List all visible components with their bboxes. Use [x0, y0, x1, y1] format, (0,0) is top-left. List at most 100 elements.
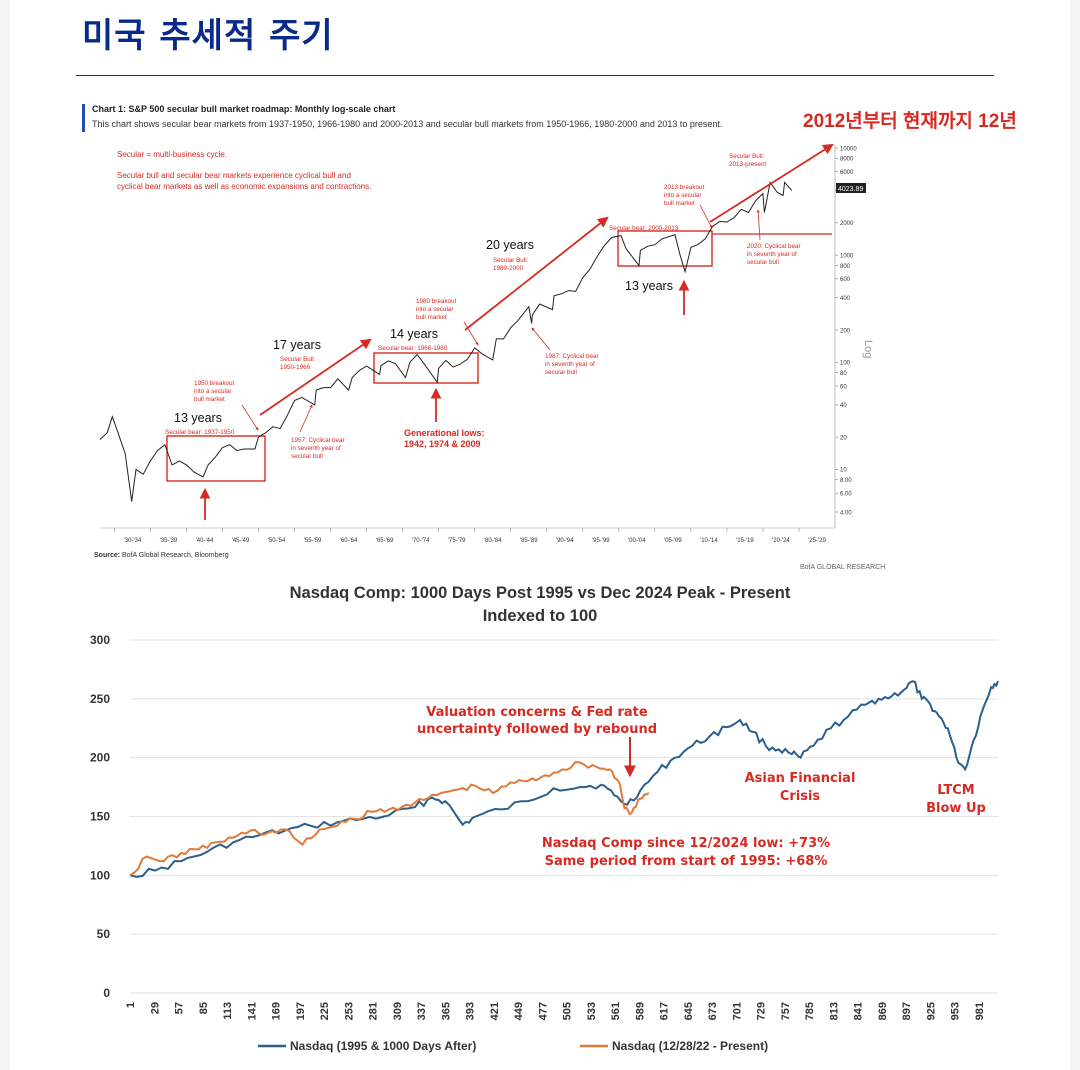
chart1-x-tick-label: '10-'14: [700, 538, 718, 544]
label-1980-c: bull market: [416, 314, 447, 321]
chart1-x-tick-label: '70-'74: [412, 538, 430, 544]
chart2-x-tick-label: 225: [319, 1002, 331, 1020]
annotation-valuation-2: uncertainty followed by rebound: [417, 722, 657, 737]
chart2-x-tick-label: 281: [368, 1002, 380, 1020]
chart2-x-tick-label: 309: [392, 1002, 404, 1020]
annotation-asian-1: Asian Financial: [745, 771, 856, 786]
label-bull2-a: Secular Bull:: [493, 257, 529, 264]
label-17-years: 17 years: [273, 338, 321, 352]
chart1-brand: BofA GLOBAL RESEARCH: [800, 564, 886, 571]
chart1-y-tick-label: 40: [840, 403, 847, 409]
label-2013-b: into a secular: [664, 192, 701, 199]
chart2-y-tick-label: 250: [90, 692, 110, 706]
chart2-x-tick-label: 365: [440, 1002, 452, 1020]
label-2020-a: 2020: Cyclical bear: [747, 243, 801, 250]
label-14-years: 14 years: [390, 327, 438, 341]
chart1-y-tick-label: 2000: [840, 221, 854, 227]
source-text: BofA Global Research, Bloomberg: [122, 552, 229, 559]
chart1-y-tick-label: 10: [840, 468, 847, 474]
chart1-accent-bar: [82, 104, 85, 132]
chart2-x-tick-label: 197: [295, 1002, 307, 1020]
chart2-x-tick-label: 785: [804, 1002, 816, 1020]
chart2-x-tick-label: 393: [465, 1002, 477, 1020]
label-bull1-a: Secular Bull:: [280, 356, 316, 363]
label-bear-2: Secular bear: 1966-1980: [378, 345, 448, 352]
chart1-x-tick-label: '95-'99: [592, 538, 610, 544]
label-20-years: 20 years: [486, 238, 534, 252]
chart1-y-tick-label: 6.00: [840, 491, 852, 497]
chart1-callout: 2012년부터 현재까지 12년: [803, 111, 1017, 132]
chart1-y-tick-label: 8000: [840, 157, 854, 163]
nasdaq-2022-series-line: [129, 761, 650, 877]
chart2-x-tick-label: 897: [901, 1002, 913, 1020]
chart1-x-tick-label: '55-'59: [304, 538, 322, 544]
label-13-years-a: 13 years: [174, 411, 222, 425]
chart2-x-tick-label: 85: [198, 1002, 210, 1014]
chart2-x-tick-label: 1: [125, 1002, 137, 1008]
annotation-asian-2: Crisis: [780, 789, 821, 804]
chart2-x-tick-label: 981: [974, 1002, 986, 1020]
label-13-years-b: 13 years: [625, 279, 673, 293]
chart1-x-tick-label: '40-'44: [196, 538, 214, 544]
chart2-title-line2: Indexed to 100: [483, 607, 598, 625]
annotation-ltcm-2: Blow Up: [926, 801, 986, 816]
note-line-1: Secular = multi-business cycle.: [117, 150, 227, 159]
chart2-x-tick-label: 141: [246, 1002, 258, 1020]
chart2-x-tick-label: 841: [853, 1002, 865, 1020]
secular-bear-box-1966-1980: [373, 352, 479, 384]
chart2-x-tick-label: 925: [925, 1002, 937, 1020]
chart2-y-tick-label: 300: [90, 633, 110, 647]
chart1-x-tick-label: '05-'09: [664, 538, 682, 544]
label-bear-3: Secular bear: 2000-2013: [609, 225, 679, 232]
secular-bear-box-1937-1950: [166, 435, 266, 482]
chart2-x-tick-label: 505: [562, 1002, 574, 1020]
arrow-bull-1980: [464, 216, 609, 331]
label-1987-b: in seventh year of: [545, 361, 595, 368]
chart2-legend: Nasdaq (1995 & 1000 Days After) Nasdaq (…: [258, 1039, 768, 1053]
chart1-subtitle: This chart shows secular bear markets fr…: [92, 119, 723, 129]
chart2-x-tick-label: 561: [610, 1002, 622, 1020]
label-1957-a: 1957: Cyclical bear: [291, 437, 345, 444]
pointer-2020: [756, 209, 761, 241]
chart1-axes: [100, 145, 836, 529]
pointer-2013-breakout: [699, 204, 713, 229]
chart2-y-tick-label: 150: [90, 810, 110, 824]
chart2-x-tick-label: 617: [659, 1002, 671, 1020]
page: 미국 추세적 주기 Chart 1: S&P 500 secular bull …: [10, 0, 1070, 1070]
label-bull3-a: Secular Bull:: [729, 153, 765, 160]
chart2-x-tick-label: 57: [174, 1002, 186, 1014]
chart2-x-tick-label: 701: [731, 1002, 743, 1020]
chart1-y-tick-label: 400: [840, 296, 851, 302]
pointer-1950-breakout: [241, 404, 259, 431]
chart2-title-line1: Nasdaq Comp: 1000 Days Post 1995 vs Dec …: [290, 584, 791, 602]
chart1-x-tick-label: '45-'49: [232, 538, 250, 544]
pointer-1957: [299, 404, 313, 433]
label-1950-a: 1950 breakout: [194, 380, 235, 387]
label-1950-b: into a secular: [194, 388, 231, 395]
annotation-valuation-1: Valuation concerns & Fed rate: [426, 705, 648, 720]
chart1-x-tick-label: '90-'94: [556, 538, 574, 544]
label-bull2-b: 1980-2000: [493, 265, 524, 272]
chart1-title: Chart 1: S&P 500 secular bull market roa…: [92, 104, 396, 114]
chart2-x-tick-label: 953: [950, 1002, 962, 1020]
pointer-1987: [531, 327, 551, 351]
chart2-y-tick-label: 200: [90, 751, 110, 765]
chart2-y-tick-label: 0: [103, 986, 110, 1000]
label-2013-a: 2013 breakout: [664, 184, 705, 191]
pointer-1980-breakout: [463, 321, 479, 346]
chart2-x-tick-label: 169: [271, 1002, 283, 1020]
chart1-y-tick-label: 80: [840, 371, 847, 377]
chart2-svg: Nasdaq Comp: 1000 Days Post 1995 vs Dec …: [90, 584, 999, 1053]
log-axis-label: Log: [862, 340, 874, 358]
chart1-x-tick-label: '75-'79: [448, 538, 466, 544]
label-1987-c: secular bull: [545, 369, 577, 376]
chart1-y-tick-label: 800: [840, 264, 851, 270]
chart2-x-tick-label: 421: [489, 1002, 501, 1020]
chart1-svg: '30-'34 '35-'39 '40-'44 '45-'49 '50-'54 '55-'…: [99, 143, 874, 544]
chart1-x-tick-label: '80-'84: [484, 538, 502, 544]
legend-label-blue: Nasdaq (1995 & 1000 Days After): [290, 1039, 476, 1053]
annotation-since-1: Nasdaq Comp since 12/2024 low: +73%: [542, 836, 830, 851]
label-1957-c: secular bull: [291, 453, 323, 460]
label-2013-c: bull market: [664, 200, 695, 207]
chart1-x-tick-label: '00-'04: [628, 538, 646, 544]
